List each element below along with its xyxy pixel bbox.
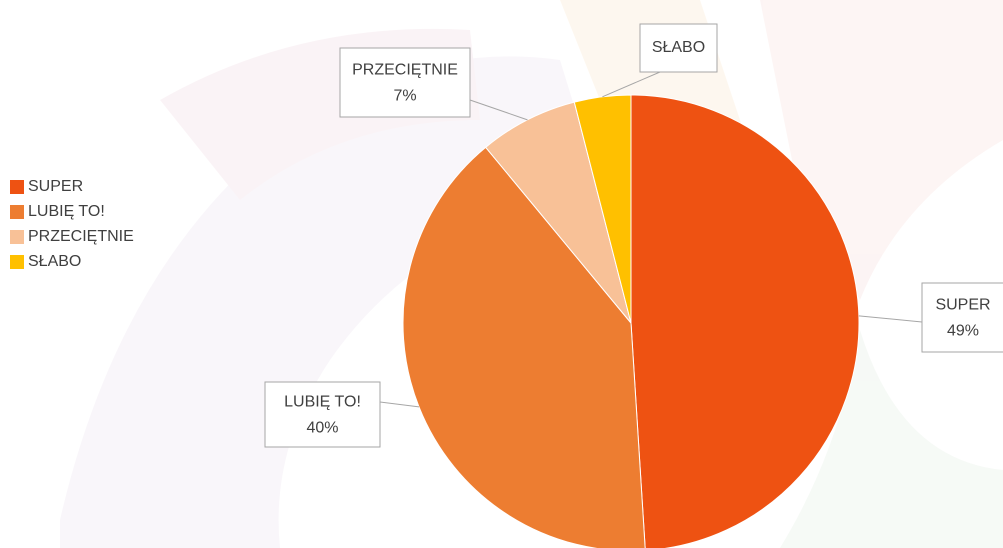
- legend-swatch: [10, 180, 24, 194]
- label-category: PRZECIĘTNIE: [352, 62, 458, 79]
- label-box: [639, 23, 718, 73]
- pie-slice: [573, 94, 632, 324]
- legend-label: PRZECIĘTNIE: [28, 228, 134, 245]
- legend: SUPER LUBIĘ TO! PRZECIĘTNIE SŁABO: [10, 178, 134, 270]
- leader-line: [858, 315, 923, 323]
- label-box: [921, 282, 1003, 353]
- legend-swatch: [10, 230, 24, 244]
- legend-label: SUPER: [28, 178, 83, 195]
- leader-line: [602, 71, 661, 98]
- label-category: LUBIĘ TO!: [284, 394, 361, 411]
- label-box: [264, 381, 381, 448]
- legend-label: LUBIĘ TO!: [28, 203, 105, 220]
- legend-swatch: [10, 205, 24, 219]
- leader-line: [379, 401, 420, 408]
- label-value: 49%: [947, 323, 979, 340]
- legend-swatch: [10, 255, 24, 269]
- label-value: 7%: [393, 88, 416, 105]
- pie: [402, 94, 860, 548]
- pie-slice: [630, 94, 860, 548]
- data-labels: SUPER 49% LUBIĘ TO! 40% PRZECIĘTNIE 7% SŁABO: [264, 23, 1003, 448]
- label-category: SŁABO: [652, 39, 705, 56]
- label-box: [339, 47, 471, 118]
- label-value: 40%: [306, 420, 338, 437]
- leader-line: [469, 99, 528, 121]
- legend-label: SŁABO: [28, 253, 81, 270]
- label-category: SUPER: [935, 297, 990, 314]
